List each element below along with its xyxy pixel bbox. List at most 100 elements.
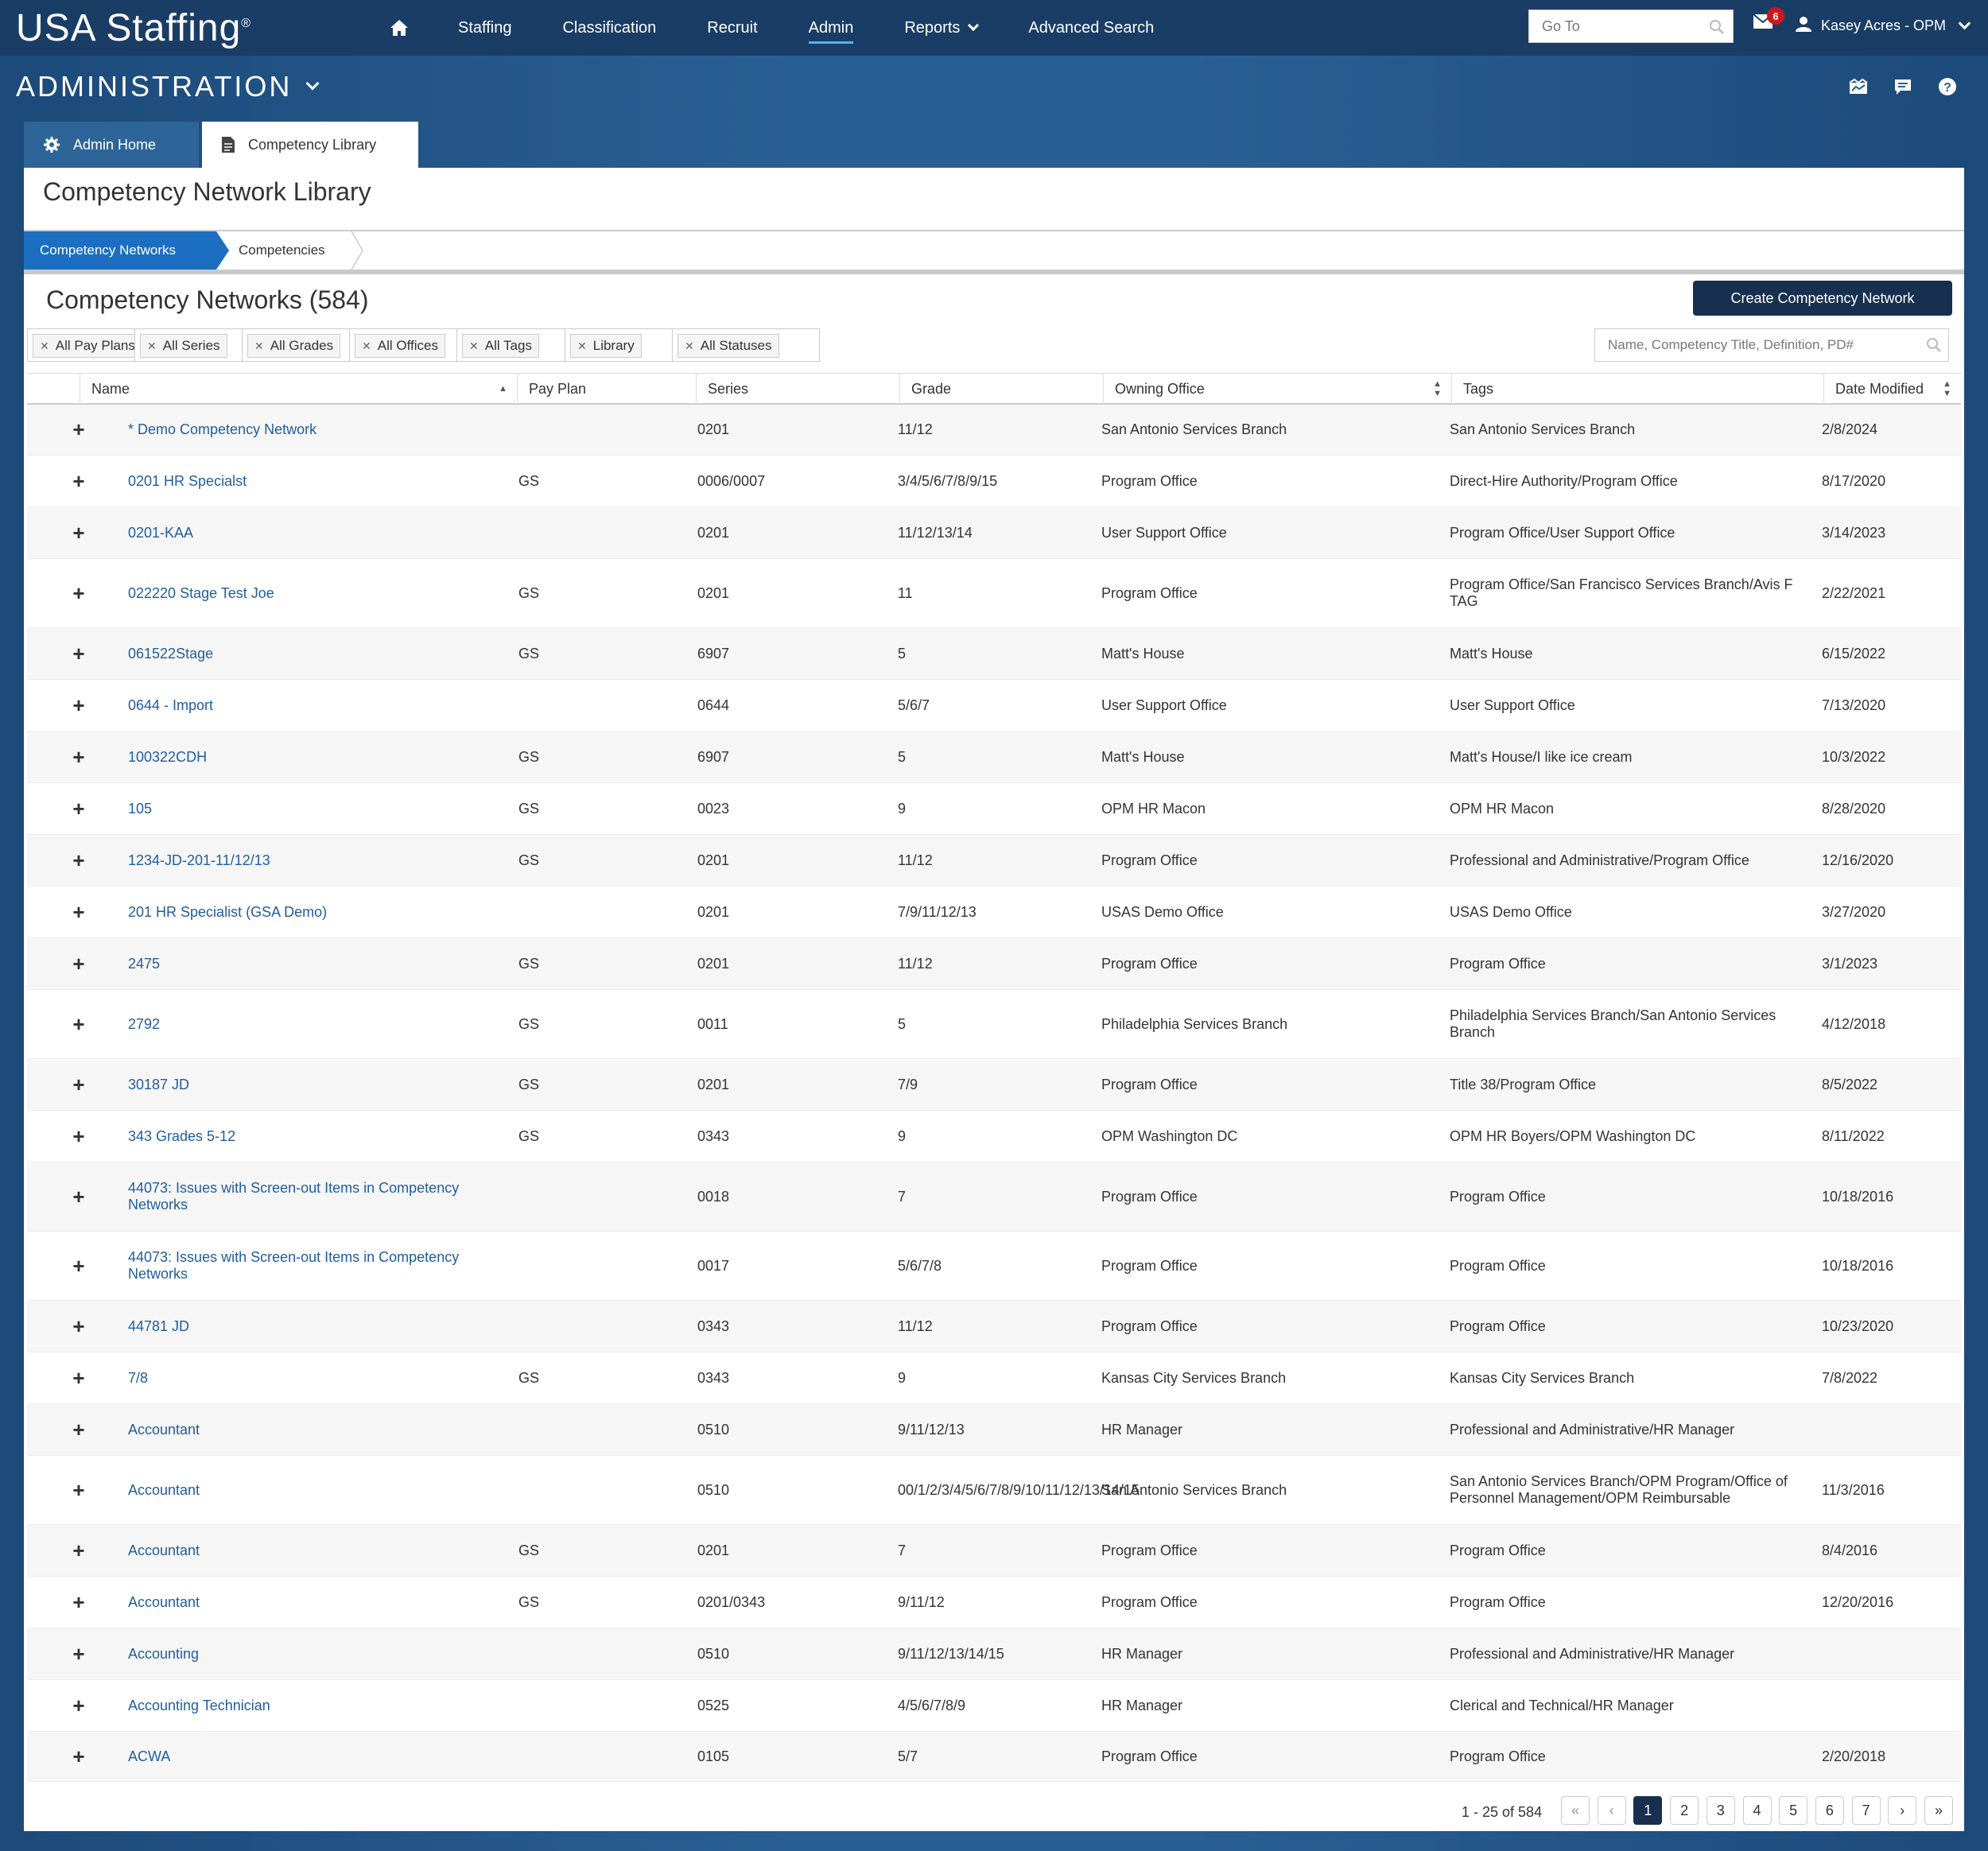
network-name-link[interactable]: Accounting — [128, 1645, 200, 1662]
expand-plus-icon[interactable]: + — [72, 1072, 85, 1096]
nav-link-classification[interactable]: Classification — [562, 18, 657, 37]
next-page-button[interactable]: › — [1888, 1796, 1917, 1825]
remove-icon[interactable]: ✕ — [469, 339, 479, 352]
remove-icon[interactable]: ✕ — [147, 339, 157, 352]
table-row[interactable]: +2792 GS 0011 5 Philadelphia Services Branch… — [27, 990, 1961, 1059]
network-name-link[interactable]: 44781 JD — [128, 1317, 190, 1334]
column-header-date-modified[interactable]: Date Modified ▲ ▼ — [1823, 374, 1961, 404]
network-name-link[interactable]: 2792 — [128, 1015, 161, 1032]
expand-plus-icon[interactable]: + — [72, 417, 85, 441]
expand-plus-icon[interactable]: + — [72, 1744, 85, 1768]
column-header-series[interactable]: Series — [696, 374, 899, 404]
table-row[interactable]: + ACWA 0105 5/7 Program Office Program Office… — [27, 1732, 1961, 1782]
search-icon[interactable] — [1709, 19, 1725, 39]
expand-plus-icon[interactable]: + — [72, 1123, 85, 1148]
network-name-link[interactable]: 2475 — [128, 955, 161, 972]
page-2-button[interactable]: 2 — [1670, 1796, 1699, 1825]
go-to-input[interactable]: Go To — [1528, 10, 1734, 43]
network-name-link[interactable]: 343 Grades 5-12 — [128, 1127, 236, 1144]
column-header-name[interactable]: Name ▲ — [80, 374, 517, 404]
table-row[interactable]: +201 HR Specialist (GSA Demo) 0201 7/9/11/… — [27, 887, 1961, 938]
home-icon[interactable] — [390, 19, 409, 37]
network-name-link[interactable]: 30187 JD — [128, 1076, 190, 1092]
network-name-link[interactable]: 201 HR Specialist (GSA Demo) — [128, 903, 328, 920]
filter-chip[interactable]: ✕ All Offices — [355, 334, 445, 358]
expand-plus-icon[interactable]: + — [72, 951, 85, 976]
expand-plus-icon[interactable]: + — [72, 468, 85, 493]
table-row[interactable]: +0644 - Import 0644 5/6/7 User Support Offi… — [27, 680, 1961, 731]
table-row[interactable]: +30187 JD GS 0201 7/9 Program Office Title 38… — [27, 1059, 1961, 1111]
expand-plus-icon[interactable]: + — [72, 899, 85, 924]
page-4-button[interactable]: 4 — [1742, 1796, 1772, 1825]
remove-icon[interactable]: ✕ — [254, 339, 264, 352]
expand-plus-icon[interactable]: + — [72, 796, 85, 821]
network-name-link[interactable]: 44073: Issues with Screen-out Items in C… — [128, 1180, 460, 1213]
section-title[interactable]: ADMINISTRATION — [16, 70, 320, 103]
page-1-button[interactable]: 1 — [1633, 1796, 1663, 1825]
column-header-grade[interactable]: Grade — [899, 374, 1103, 404]
nav-link-advanced-search[interactable]: Advanced Search — [1028, 18, 1155, 37]
expand-plus-icon[interactable]: + — [72, 1365, 85, 1390]
user-menu[interactable]: Kasey Acres - OPM — [1796, 16, 1971, 36]
column-header-pay-plan[interactable]: Pay Plan — [517, 374, 696, 404]
nav-link-admin[interactable]: Admin — [808, 18, 854, 44]
search-input[interactable]: Name, Competency Title, Definition, PD# — [1594, 328, 1949, 362]
tab-competency-library[interactable]: Competency Library — [202, 122, 418, 168]
table-row[interactable]: + Accounting Technician 0525 4/5/6/7/8/9 HR … — [27, 1680, 1961, 1732]
first-page-button[interactable]: « — [1561, 1796, 1590, 1825]
expand-plus-icon[interactable]: + — [72, 693, 85, 717]
usa-staffing-logo[interactable]: USA Staffing® — [16, 6, 252, 49]
table-row[interactable]: +44073: Issues with Screen-out Items in … — [27, 1232, 1961, 1301]
network-name-link[interactable]: 0644 - Import — [128, 697, 214, 713]
page-5-button[interactable]: 5 — [1779, 1796, 1808, 1825]
nav-link-reports[interactable]: Reports — [904, 19, 980, 37]
search-icon[interactable] — [1926, 337, 1942, 357]
subtab-competency-networks[interactable]: Competency Networks — [24, 231, 229, 270]
table-row[interactable]: +343 Grades 5-12 GS 0343 9 OPM Washington DC… — [27, 1111, 1961, 1162]
network-name-link[interactable]: Accountant — [128, 1593, 200, 1610]
network-name-link[interactable]: Accountant — [128, 1421, 200, 1438]
network-name-link[interactable]: 0201 HR Specialst — [128, 472, 247, 489]
table-row[interactable]: + Accountant 0510 9/11/12/13 HR Manager Profe… — [27, 1404, 1961, 1456]
table-row[interactable]: +0201 HR Specialst GS 0006/0007 3/4/5/6/7/8… — [27, 456, 1961, 507]
filter-chip[interactable]: ✕ All Tags — [462, 334, 539, 358]
network-name-link[interactable]: 061522Stage — [128, 645, 214, 662]
expand-plus-icon[interactable]: + — [72, 744, 85, 769]
network-name-link[interactable]: 1234-JD-201-11/12/13 — [128, 852, 270, 868]
chat-icon[interactable] — [1893, 76, 1913, 101]
table-row[interactable]: + Accountant 0510 00/1/2/3/4/5/6/7/8/9/10/1… — [27, 1456, 1961, 1525]
table-row[interactable]: +0201-KAA 0201 11/12/13/14 User Support Off… — [27, 507, 1961, 559]
subtab-competencies[interactable]: Competencies — [239, 243, 325, 258]
column-header-owning-office[interactable]: Owning Office ▲ ▼ — [1103, 374, 1451, 404]
expand-plus-icon[interactable]: + — [72, 1538, 85, 1562]
table-row[interactable]: + * Demo Competency Network 0201 11/12 San A… — [27, 405, 1961, 456]
expand-plus-icon[interactable]: + — [72, 1314, 85, 1338]
help-icon[interactable]: ? — [1937, 76, 1958, 101]
create-competency-network-button[interactable]: Create Competency Network — [1693, 281, 1952, 316]
network-name-link[interactable]: 100322CDH — [128, 748, 208, 765]
network-name-link[interactable]: ACWA — [128, 1748, 171, 1764]
table-row[interactable]: +022220 Stage Test Joe GS 0201 11 Program Of… — [27, 559, 1961, 628]
expand-plus-icon[interactable]: + — [72, 848, 85, 872]
remove-icon[interactable]: ✕ — [362, 339, 371, 352]
page-6-button[interactable]: 6 — [1815, 1796, 1844, 1825]
dashboard-icon[interactable] — [1848, 76, 1869, 101]
nav-link-recruit[interactable]: Recruit — [707, 18, 758, 37]
page-7-button[interactable]: 7 — [1851, 1796, 1881, 1825]
table-row[interactable]: +44781 JD 0343 11/12 Program Office Program … — [27, 1301, 1961, 1352]
network-name-link[interactable]: 0201-KAA — [128, 524, 194, 541]
last-page-button[interactable]: » — [1924, 1796, 1953, 1825]
expand-plus-icon[interactable]: + — [72, 1693, 85, 1717]
network-name-link[interactable]: Accountant — [128, 1542, 200, 1558]
expand-plus-icon[interactable]: + — [72, 1641, 85, 1666]
remove-icon[interactable]: ✕ — [40, 339, 49, 352]
tab-admin-home[interactable]: Admin Home — [24, 122, 199, 168]
expand-plus-icon[interactable]: + — [72, 520, 85, 545]
network-name-link[interactable]: * Demo Competency Network — [128, 421, 317, 437]
table-row[interactable]: + Accountant GS 0201/0343 9/11/12 Program Off… — [27, 1577, 1961, 1628]
table-row[interactable]: +44073: Issues with Screen-out Items in … — [27, 1162, 1961, 1232]
table-row[interactable]: +061522Stage GS 6907 5 Matt's House Matt's Ho… — [27, 628, 1961, 680]
table-row[interactable]: +105 GS 0023 9 OPM HR Macon OPM HR Macon 8/28/… — [27, 783, 1961, 835]
filter-chip[interactable]: ✕ All Statuses — [678, 334, 779, 358]
expand-plus-icon[interactable]: + — [72, 641, 85, 666]
